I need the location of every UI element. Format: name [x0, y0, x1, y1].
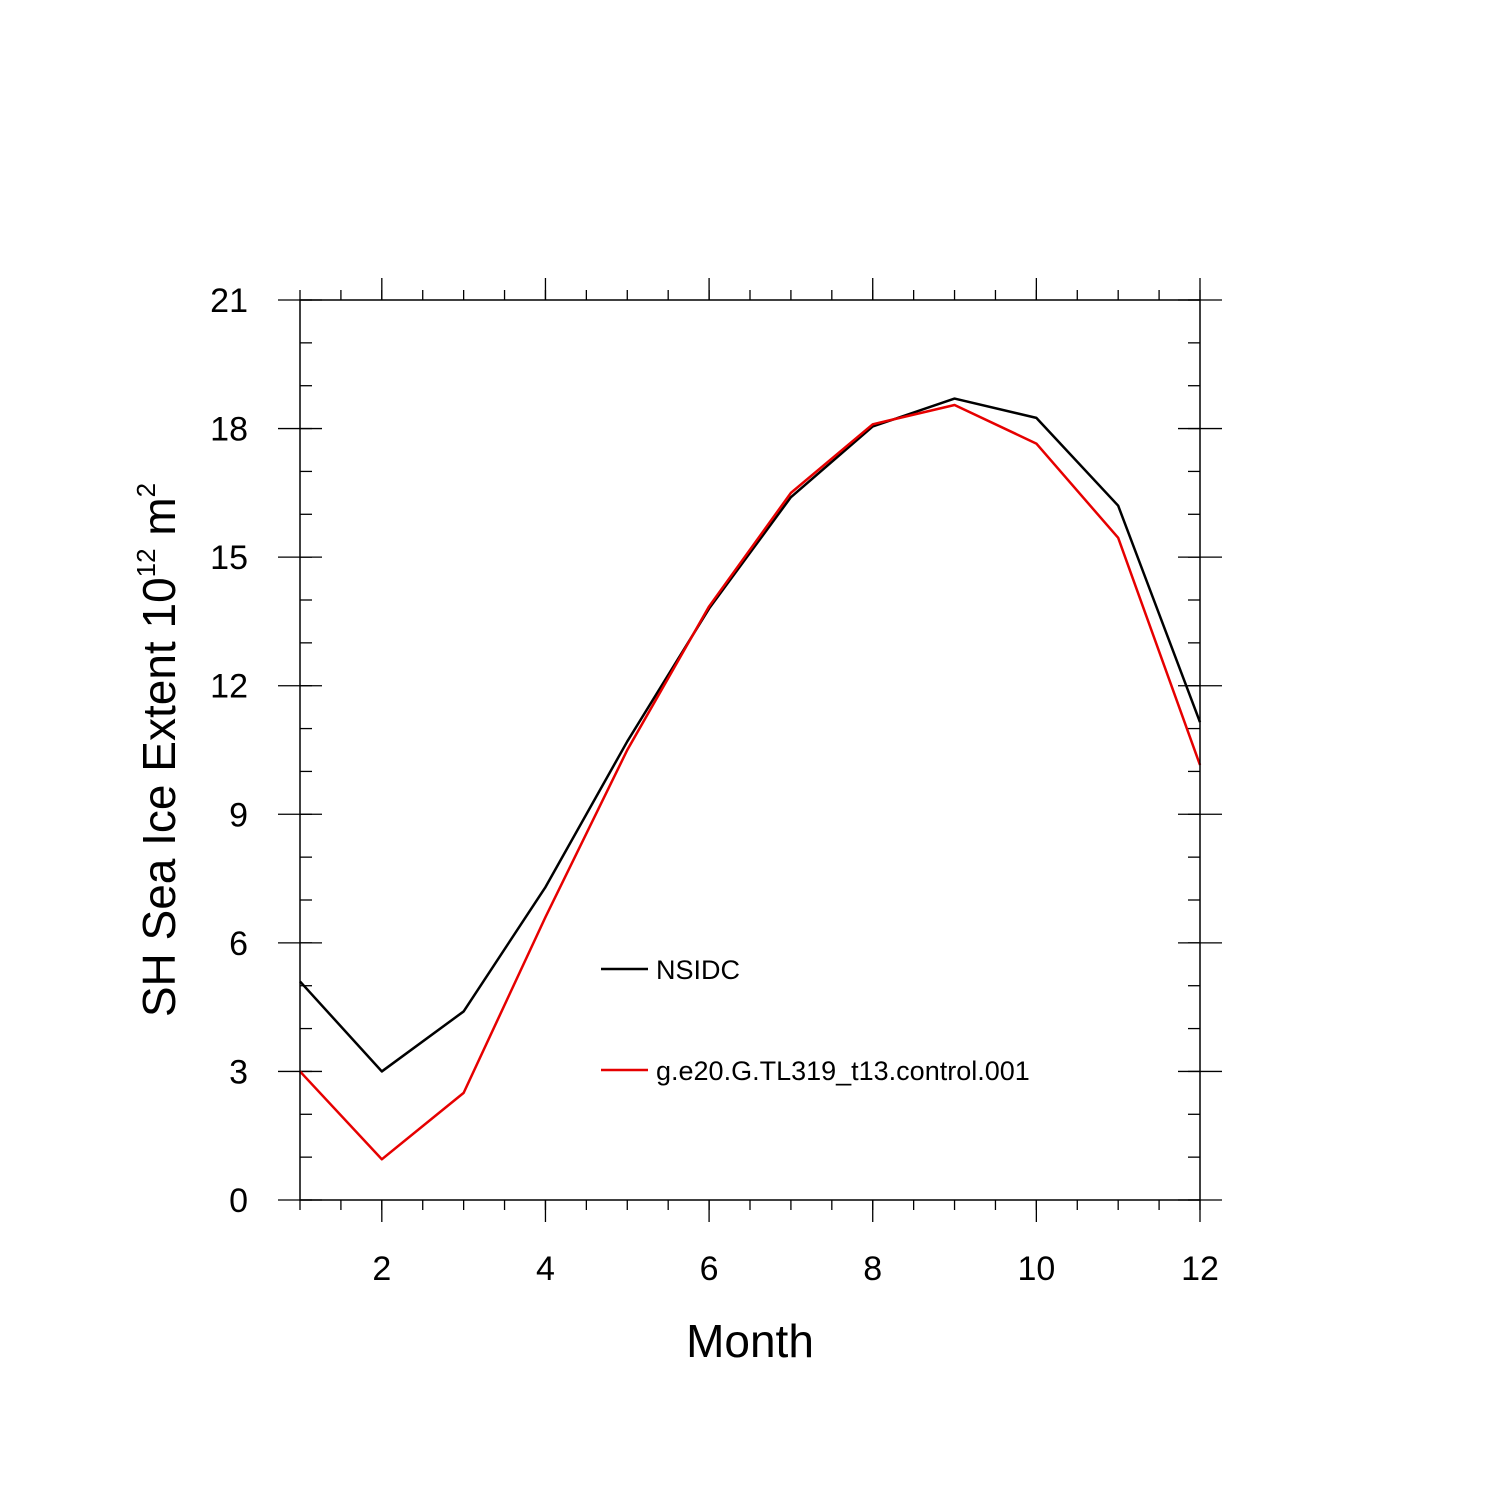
- y-tick-label: 21: [210, 282, 248, 320]
- y-tick-label: 0: [229, 1182, 248, 1220]
- x-axis-title: Month: [686, 1315, 814, 1367]
- y-tick-label: 9: [229, 796, 248, 834]
- y-axis-title-unit-exponent: 2: [131, 483, 161, 497]
- series-line-0: [299, 397, 1202, 1073]
- y-tick-label: 12: [210, 668, 248, 706]
- y-axis-title-main: SH Sea Ice Extent 10: [133, 577, 185, 1017]
- series-layer: [299, 397, 1202, 1161]
- y-tick-label: 18: [210, 411, 248, 449]
- y-tick-label: 15: [210, 539, 248, 577]
- y-tick-label: 6: [229, 925, 248, 963]
- x-tick-label: 2: [372, 1250, 391, 1288]
- y-axis-title-unit: m: [133, 497, 185, 548]
- tick-labels: 2 4 6 8 10 12 0 3 6 9 12 15 18 21: [210, 282, 1219, 1288]
- x-tick-label: 12: [1181, 1250, 1219, 1288]
- x-tick-label: 10: [1017, 1250, 1055, 1288]
- x-tick-label: 6: [700, 1250, 719, 1288]
- y-axis-title: SH Sea Ice Extent 1012 m2: [131, 483, 185, 1017]
- plot-frame: [299, 299, 1201, 1201]
- x-tick-label: 4: [536, 1250, 555, 1288]
- x-tick-label: 8: [863, 1250, 882, 1288]
- series-line-1: [299, 403, 1202, 1161]
- legend: NSIDC g.e20.G.TL319_t13.control.001: [601, 955, 1030, 1086]
- y-axis-title-exponent: 12: [131, 548, 161, 577]
- legend-label-nsidc: NSIDC: [656, 955, 740, 985]
- legend-label-model: g.e20.G.TL319_t13.control.001: [656, 1056, 1030, 1086]
- y-tick-label: 3: [229, 1053, 248, 1091]
